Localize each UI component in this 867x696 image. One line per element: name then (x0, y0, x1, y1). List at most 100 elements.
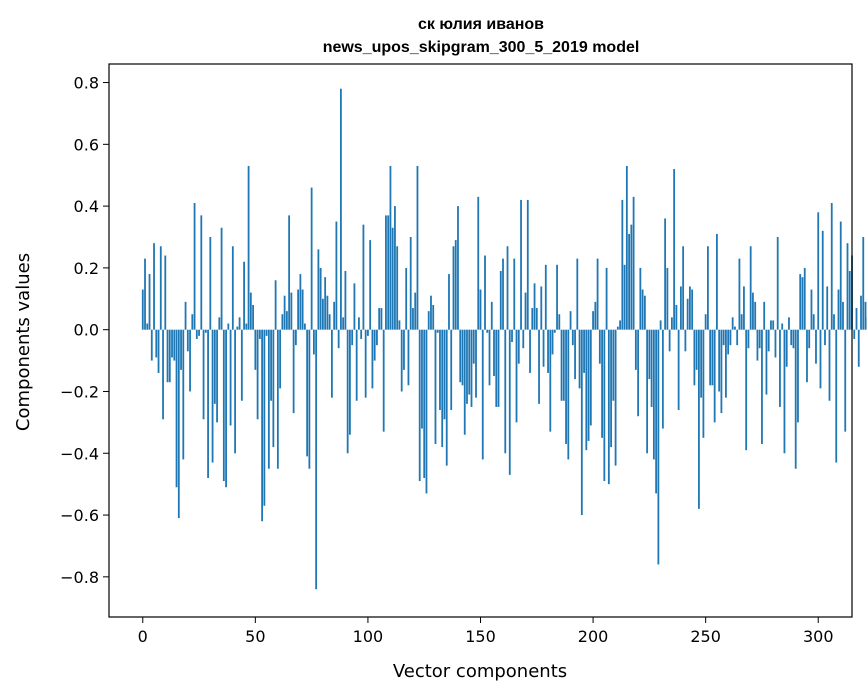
bar-162 (506, 246, 509, 330)
bar-28 (204, 329, 207, 333)
bar-283 (779, 329, 781, 407)
bar-139 (454, 240, 457, 330)
bar-128 (430, 295, 432, 330)
bar-148 (475, 329, 477, 398)
y-tick-label-0: −0.8 (60, 568, 99, 587)
bar-238 (677, 329, 680, 411)
bar-208 (610, 329, 612, 448)
bar-58 (272, 329, 275, 448)
bar-160 (502, 258, 504, 330)
bar-232 (664, 218, 667, 330)
bar-154 (488, 329, 491, 386)
bar-17 (180, 329, 182, 370)
bar-198 (587, 329, 590, 441)
bar-234 (668, 329, 671, 352)
bar-249 (702, 329, 705, 438)
bar-53 (261, 329, 263, 522)
bar-299 (815, 329, 817, 364)
bar-124 (421, 329, 423, 429)
bar-245 (693, 329, 696, 386)
bar-75 (310, 187, 313, 330)
bar-260 (727, 329, 730, 355)
bar-123 (418, 329, 421, 482)
bar-239 (679, 286, 682, 330)
bar-214 (623, 264, 626, 330)
bar-65 (288, 215, 291, 330)
bar-218 (632, 196, 635, 330)
bar-287 (788, 317, 790, 330)
bar-224 (646, 329, 649, 454)
bar-278 (767, 329, 770, 352)
bar-122 (416, 165, 419, 330)
bar-60 (276, 329, 279, 469)
bar-80 (321, 298, 324, 330)
bar-190 (569, 311, 572, 330)
bar-54 (263, 329, 266, 506)
bar-317 (855, 308, 858, 330)
bar-216 (628, 233, 630, 330)
bar-265 (738, 258, 741, 330)
bar-72 (303, 323, 306, 330)
bar-155 (490, 301, 493, 330)
bar-137 (450, 329, 453, 411)
bar-276 (763, 301, 766, 330)
bar-127 (427, 311, 430, 330)
bar-240 (682, 246, 685, 330)
chart-subtitle: news_upos_skipgram_300_5_2019 model (323, 39, 640, 56)
bar-24 (195, 329, 198, 339)
bar-34 (218, 317, 221, 330)
bar-269 (747, 329, 750, 349)
bar-264 (736, 329, 739, 346)
bar-277 (765, 329, 768, 395)
bar-259 (725, 329, 727, 398)
bar-268 (745, 329, 748, 451)
bar-108 (385, 215, 387, 330)
bar-39 (229, 329, 232, 426)
bar-86 (335, 221, 338, 330)
bar-12 (168, 329, 171, 383)
bar-13 (171, 329, 173, 358)
bar-89 (342, 317, 345, 330)
bar-267 (743, 286, 745, 330)
bar-274 (758, 329, 761, 349)
bar-82 (326, 295, 329, 330)
bar-87 (337, 329, 340, 349)
bar-149 (477, 196, 480, 330)
bar-284 (781, 323, 784, 330)
bar-306 (830, 203, 833, 330)
bar-157 (495, 329, 498, 407)
y-tick-label-7: 0.6 (74, 135, 99, 154)
bar-159 (499, 270, 502, 330)
bar-150 (479, 289, 482, 330)
y-tick-label-8: 0.8 (74, 74, 99, 93)
bar-311 (842, 301, 844, 330)
bar-173 (531, 308, 534, 330)
bar-206 (605, 267, 608, 330)
bar-202 (596, 258, 599, 330)
bar-281 (774, 329, 777, 358)
bar-309 (837, 289, 840, 330)
bar-3 (148, 274, 151, 330)
bar-290 (794, 329, 797, 469)
bar-73 (306, 329, 309, 457)
bar-194 (578, 329, 581, 389)
bar-222 (641, 289, 644, 330)
bar-285 (783, 329, 786, 454)
bar-275 (761, 329, 763, 444)
bar-253 (711, 329, 714, 386)
bar-138 (452, 246, 455, 330)
bar-1 (144, 258, 146, 330)
bar-257 (720, 329, 723, 414)
bar-273 (756, 329, 759, 361)
bar-74 (308, 329, 311, 469)
bar-242 (686, 298, 689, 330)
bar-76 (312, 329, 315, 355)
bar-146 (470, 329, 473, 407)
bar-320 (862, 237, 865, 330)
bar-252 (709, 329, 712, 386)
bar-241 (684, 329, 687, 352)
bar-246 (695, 329, 698, 370)
y-tick-label-4: 0.0 (74, 321, 99, 340)
bar-14 (173, 329, 176, 361)
bar-113 (396, 246, 399, 330)
